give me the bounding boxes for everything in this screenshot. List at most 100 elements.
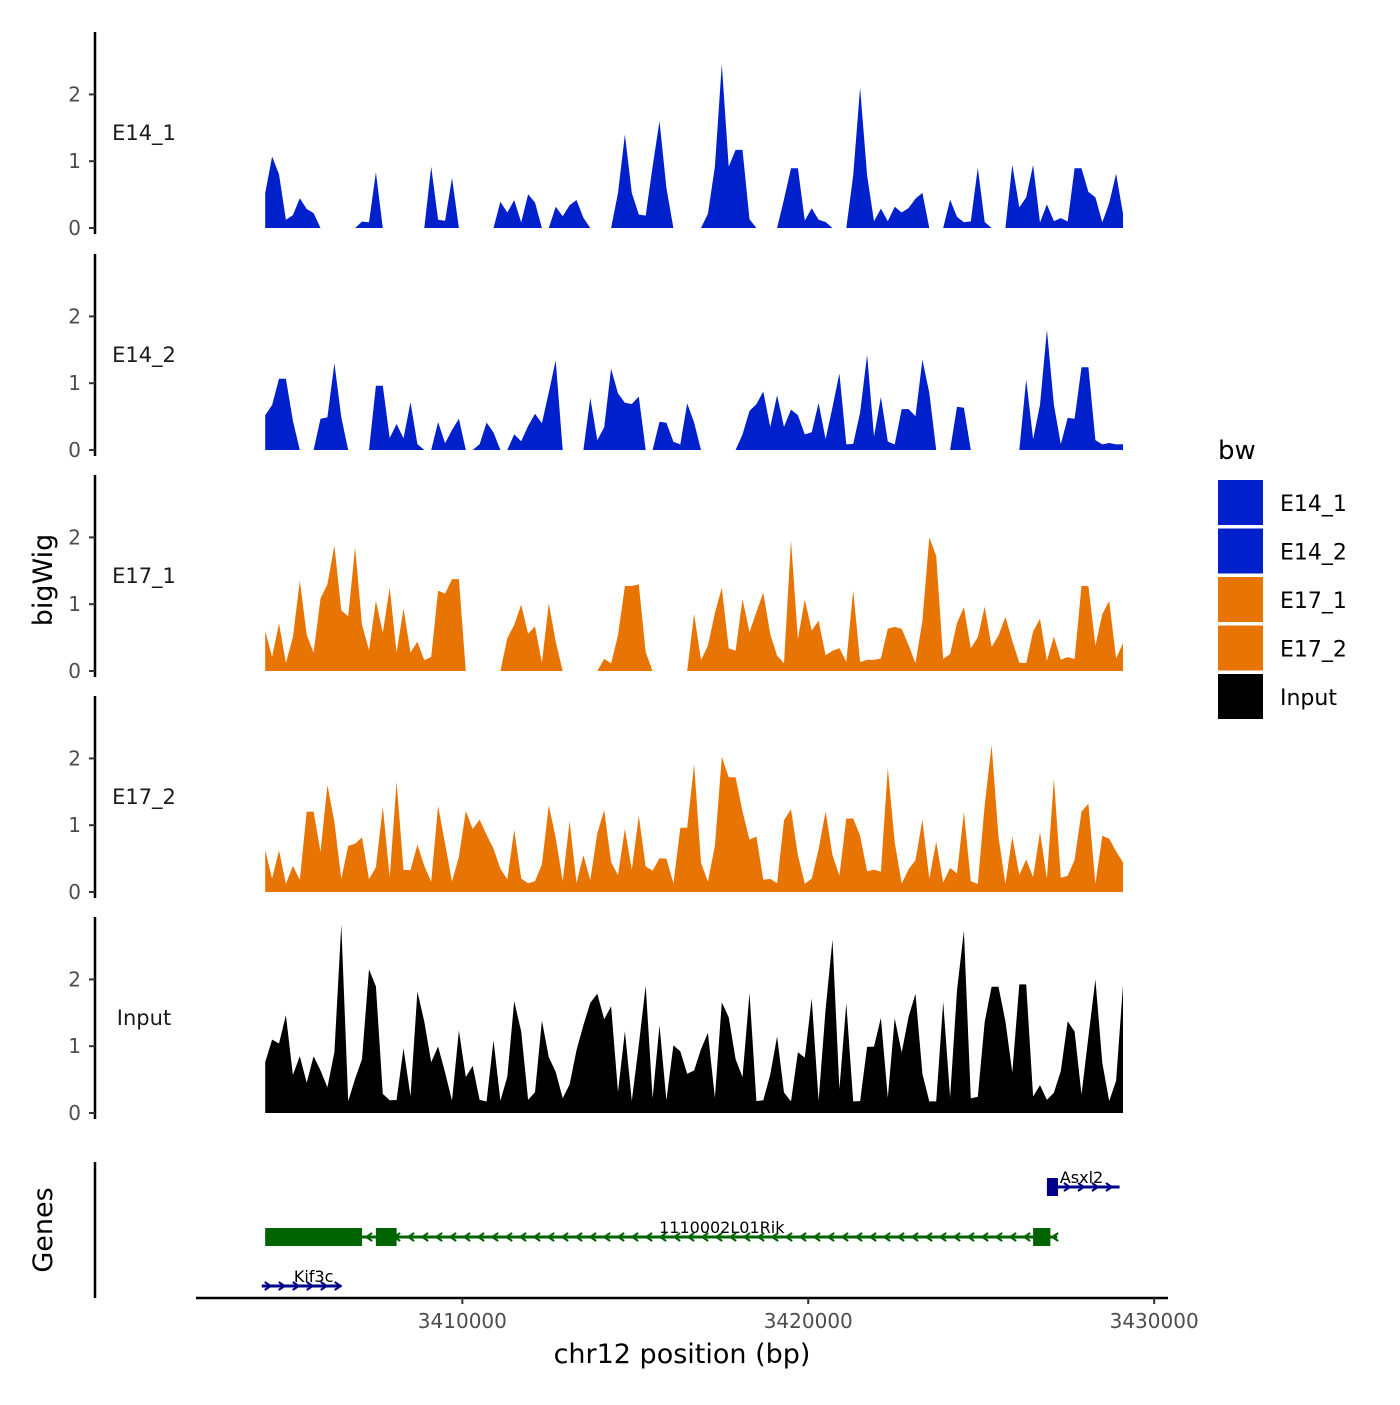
y-tick-label: 0 [68, 659, 81, 683]
strand-arrow [910, 1232, 919, 1242]
gene-asxl2: Asxl2 [1046, 1168, 1120, 1196]
y-tick-label: 0 [68, 880, 81, 904]
y-tick-label: 0 [68, 216, 81, 240]
gene-1110002l01rik: 1110002L01Rik [265, 1218, 1059, 1246]
strand-arrow [1050, 1232, 1059, 1242]
strand-arrow [292, 1281, 301, 1291]
strand-arrow [1008, 1232, 1017, 1242]
exon-block [1046, 1178, 1059, 1196]
strand-arrow [1091, 1182, 1100, 1192]
strand-arrow [854, 1232, 863, 1242]
strand-arrow [462, 1232, 471, 1242]
strand-arrow [784, 1232, 793, 1242]
strand-arrow [406, 1232, 415, 1242]
strand-arrow [728, 1232, 737, 1242]
exon-block [375, 1228, 397, 1246]
track-label: E14_1 [112, 121, 176, 146]
strand-arrow [278, 1281, 287, 1291]
strand-arrow [896, 1232, 905, 1242]
strand-arrow [742, 1232, 751, 1242]
gene-label: Asxl2 [1060, 1168, 1103, 1187]
exon-block [1033, 1228, 1051, 1246]
track-input: 0 1 2 Input [68, 917, 1123, 1125]
strand-arrow [994, 1232, 1003, 1242]
strand-arrow [264, 1281, 273, 1291]
strand-arrow [490, 1232, 499, 1242]
y-tick-label: 2 [68, 967, 81, 991]
gene-track: Asxl2 1110002L01Rik Kif3c [93, 1162, 1120, 1298]
legend-label: E14_2 [1280, 541, 1347, 566]
strand-arrow [924, 1232, 933, 1242]
legend-swatch [1218, 528, 1263, 574]
strand-arrow [882, 1232, 891, 1242]
strand-arrow [448, 1232, 457, 1242]
strand-arrow [334, 1281, 343, 1291]
y-tick-label: 1 [68, 149, 81, 173]
strand-arrow [588, 1232, 597, 1242]
strand-arrow [1063, 1182, 1072, 1192]
track-label: E14_2 [112, 343, 176, 368]
legend-item-input: Input [1218, 674, 1337, 719]
genes-track-title: Genes [28, 1187, 59, 1272]
legend-title: bw [1218, 436, 1256, 466]
strand-arrow [938, 1232, 947, 1242]
strand-arrow [952, 1232, 961, 1242]
coverage-area-e17-2 [265, 745, 1123, 892]
coverage-area-input [265, 924, 1123, 1113]
strand-arrow [420, 1232, 429, 1242]
strand-arrow [980, 1232, 989, 1242]
x-tick-label: 3420000 [764, 1309, 853, 1333]
strand-arrow [840, 1232, 849, 1242]
track-label: Input [117, 1006, 171, 1030]
x-tick-label: 3430000 [1110, 1309, 1199, 1333]
strand-arrow [306, 1281, 315, 1291]
track-label: E17_1 [112, 564, 176, 589]
y-tick-label: 0 [68, 1101, 81, 1125]
legend-swatch [1218, 625, 1263, 671]
y-tick-label: 2 [68, 746, 81, 770]
strand-arrow [616, 1232, 625, 1242]
strand-arrow [770, 1232, 779, 1242]
strand-arrow [560, 1232, 569, 1242]
exon-block [265, 1228, 363, 1246]
coverage-tracks: 0 1 2 E14_1 0 1 2 E14_2 0 1 2 E17_1 0 1 2 E17_2 0 1 2 Input [68, 32, 1123, 1125]
strand-arrow [644, 1232, 653, 1242]
track-e14-2: 0 1 2 E14_2 [68, 254, 1123, 462]
strand-arrow [602, 1232, 611, 1242]
gene-kif3c: Kif3c [261, 1267, 343, 1291]
coverage-area-e17-1 [265, 537, 1123, 671]
legend-item-e17-2: E17_2 [1218, 625, 1347, 671]
strand-arrow [868, 1232, 877, 1242]
y-tick-label: 1 [68, 371, 81, 395]
strand-arrow [364, 1232, 373, 1242]
strand-arrow [630, 1232, 639, 1242]
strand-arrow [686, 1232, 695, 1242]
strand-arrow [714, 1232, 723, 1242]
track-e14-1: 0 1 2 E14_1 [68, 32, 1123, 240]
legend-label: E14_1 [1280, 492, 1347, 517]
strand-arrow [700, 1232, 709, 1242]
strand-arrow [518, 1232, 527, 1242]
track-e17-1: 0 1 2 E17_1 [68, 475, 1123, 683]
strand-arrow [1022, 1232, 1031, 1242]
strand-arrow [504, 1232, 513, 1242]
strand-arrow [476, 1232, 485, 1242]
y-tick-label: 2 [68, 525, 81, 549]
strand-arrow [672, 1232, 681, 1242]
y-tick-label: 0 [68, 438, 81, 462]
legend-swatch [1218, 480, 1263, 525]
strand-arrow [658, 1232, 667, 1242]
coverage-area-e14-1 [265, 64, 1123, 228]
y-axis-title: bigWig [28, 534, 59, 627]
strand-arrow [574, 1232, 583, 1242]
y-tick-label: 1 [68, 813, 81, 837]
strand-arrow [434, 1232, 443, 1242]
gene-label: Kif3c [294, 1267, 334, 1286]
strand-arrow [966, 1232, 975, 1242]
strand-arrow [826, 1232, 835, 1242]
coverage-area-e14-2 [265, 329, 1123, 450]
y-tick-label: 2 [68, 82, 81, 106]
strand-arrow [1077, 1182, 1086, 1192]
